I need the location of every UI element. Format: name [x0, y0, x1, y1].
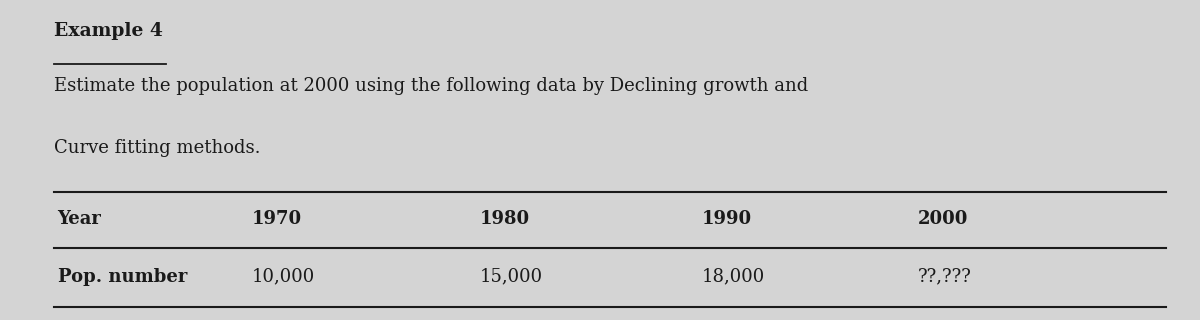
Text: 10,000: 10,000 [252, 268, 316, 286]
Text: 18,000: 18,000 [702, 268, 766, 286]
Text: ??,???: ??,??? [918, 268, 972, 286]
Text: 1980: 1980 [480, 210, 530, 228]
Text: Pop. number: Pop. number [58, 268, 187, 286]
Text: Year: Year [58, 210, 102, 228]
Text: Estimate the population at 2000 using the following data by Declining growth and: Estimate the population at 2000 using th… [54, 77, 809, 95]
Text: Curve fitting methods.: Curve fitting methods. [54, 139, 260, 157]
Text: 2000: 2000 [918, 210, 968, 228]
Text: 1990: 1990 [702, 210, 752, 228]
Text: 15,000: 15,000 [480, 268, 544, 286]
Text: 1970: 1970 [252, 210, 302, 228]
Text: Example 4: Example 4 [54, 22, 163, 40]
